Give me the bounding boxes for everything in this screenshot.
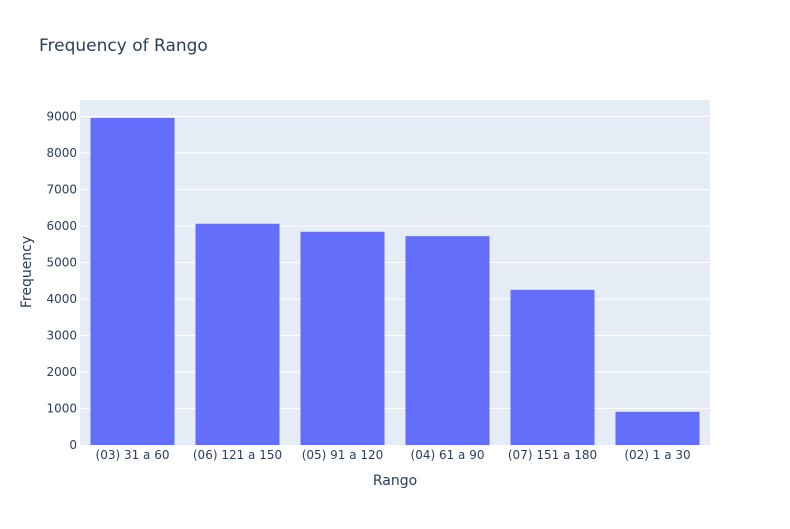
- x-tick-label: (07) 151 a 180: [508, 448, 597, 462]
- plot-area: [80, 100, 710, 445]
- chart-title: Frequency of Rango: [39, 36, 208, 56]
- y-tick-label: 0: [69, 438, 77, 452]
- y-tick-label: 7000: [46, 182, 77, 196]
- x-tick-label: (03) 31 a 60: [96, 448, 170, 462]
- y-tick-label: 5000: [46, 255, 77, 269]
- bar[interactable]: [300, 231, 385, 445]
- bar[interactable]: [195, 223, 280, 445]
- y-tick-label: 8000: [46, 146, 77, 160]
- bar[interactable]: [90, 117, 175, 445]
- x-tick-label: (05) 91 a 120: [302, 448, 384, 462]
- y-axis-title: Frequency: [19, 236, 35, 308]
- x-tick-label: (02) 1 a 30: [624, 448, 690, 462]
- y-tick-label: 2000: [46, 365, 77, 379]
- y-tick-label: 3000: [46, 328, 77, 342]
- grid-layer: [80, 115, 710, 409]
- bar[interactable]: [510, 289, 595, 445]
- y-tick-label: 4000: [46, 292, 77, 306]
- y-tick-label: 6000: [46, 219, 77, 233]
- x-tick-label: (06) 121 a 150: [193, 448, 282, 462]
- x-tick-label: (04) 61 a 90: [411, 448, 485, 462]
- x-axis-title: Rango: [373, 473, 417, 489]
- y-tick-labels: 0 1000 2000 3000 4000 5000 6000 7000 8000 9000: [46, 109, 77, 452]
- y-tick-label: 9000: [46, 109, 77, 123]
- bar[interactable]: [405, 236, 490, 445]
- bar-layer: [90, 117, 700, 445]
- y-tick-label: 1000: [46, 401, 77, 415]
- bar[interactable]: [615, 411, 700, 445]
- x-tick-labels: (03) 31 a 60 (06) 121 a 150 (05) 91 a 120 (…: [96, 448, 691, 462]
